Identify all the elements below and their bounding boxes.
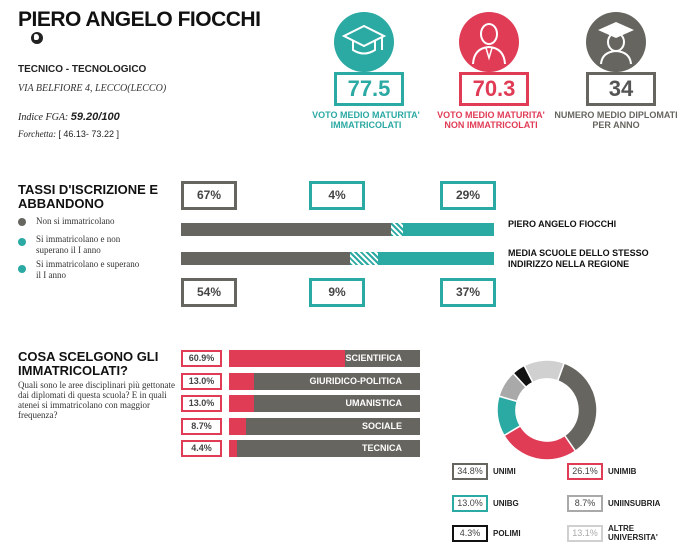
school-address: VIA BELFIORE 4, LECCO(LECCO) xyxy=(18,83,167,94)
choices-title: COSA SCELGONO GLI IMMATRICOLATI? xyxy=(18,349,159,378)
globe-icon[interactable] xyxy=(31,32,43,44)
stat-voto-non-immatricolati: 70.3 xyxy=(459,72,529,106)
uni-pct: 8.7% xyxy=(567,495,603,512)
area-bar: UMANISTICA xyxy=(229,395,420,412)
region-pct-pass: 37% xyxy=(440,278,496,307)
legend-dot-dropout xyxy=(18,238,26,246)
school-bar-label: PIERO ANGELO FIOCCHI xyxy=(508,219,617,229)
school-pct-pass: 29% xyxy=(440,181,496,210)
legend-dot-pass xyxy=(18,265,26,273)
area-label: SCIENTIFICA xyxy=(345,353,402,363)
area-bar: GIURIDICO-POLITICA xyxy=(229,372,420,390)
school-bar-segment-not-enrolled xyxy=(181,223,391,236)
area-bar: SOCIALE xyxy=(229,417,420,435)
school-pct-dropout: 4% xyxy=(309,181,365,210)
uni-pct: 34.8% xyxy=(452,463,488,480)
region-bar-segment-dropout xyxy=(350,252,379,265)
region-pct-not-enrolled: 54% xyxy=(181,278,237,307)
legend-dot-not-enrolled xyxy=(18,218,26,226)
legend-dropout: Si immatricolano e non superano il I ann… xyxy=(36,234,121,255)
uni-label: UNIINSUBRIA xyxy=(608,499,661,508)
area-bar-fill xyxy=(229,372,254,390)
area-bar-fill xyxy=(229,350,346,367)
school-bar-segment-dropout xyxy=(390,223,404,236)
donut-slice-altre-universita- xyxy=(523,359,566,384)
forchetta-value: [ 46.13- 73.22 ] xyxy=(58,129,119,139)
forchetta-label: Forchetta: xyxy=(18,129,57,139)
region-bar-label: MEDIA SCUOLE DELLO STESSO INDIRIZZO NELL… xyxy=(508,248,649,269)
uni-pct: 13.0% xyxy=(452,495,488,512)
area-pct: 13.0% xyxy=(181,372,222,390)
region-enrollment-bar xyxy=(181,252,494,265)
stat-voto-non-immatricolati-label: VOTO MEDIO MATURITA' NON IMMATRICOLATI xyxy=(437,110,545,130)
uni-pct: 4.3% xyxy=(452,525,488,542)
graduation-cap-icon xyxy=(334,12,394,72)
choices-question: Quali sono le aree disciplinari più gett… xyxy=(18,380,175,420)
area-bar-fill xyxy=(229,395,254,412)
uni-pct: 13.1% xyxy=(567,525,603,542)
area-label: GIURIDICO-POLITICA xyxy=(309,375,403,386)
uni-label: UNIMIB xyxy=(608,467,637,476)
region-bar-segment-not-enrolled xyxy=(181,252,351,265)
region-bar-segment-pass xyxy=(378,252,494,265)
school-pct-not-enrolled: 67% xyxy=(181,181,237,210)
area-bar-fill xyxy=(229,440,238,457)
area-label: TECNICA xyxy=(362,443,402,453)
school-enrollment-bar xyxy=(181,223,494,236)
stat-voto-immatricolati-label: VOTO MEDIO MATURITA' IMMATRICOLATI xyxy=(312,110,420,130)
enrollment-title: TASSI D'ISCRIZIONE E ABBANDONO xyxy=(18,182,159,211)
legend-not-enrolled: Non si immatricolano xyxy=(36,216,115,226)
graduate-person-icon xyxy=(586,12,646,72)
legend-pass: Si immatricolano e superano il I anno xyxy=(36,259,140,280)
region-pct-dropout: 9% xyxy=(309,278,365,307)
uni-pct: 26.1% xyxy=(567,463,603,480)
person-icon xyxy=(459,12,519,72)
uni-label: UNIMI xyxy=(493,467,516,476)
school-type: TECNICO - TECNOLOGICO xyxy=(18,64,147,75)
stat-voto-immatricolati: 77.5 xyxy=(334,72,404,106)
area-label: UMANISTICA xyxy=(345,398,403,408)
area-bar-fill xyxy=(229,417,246,435)
area-label: SOCIALE xyxy=(361,420,402,431)
fga-index: Indice FGA: 59.20/100 xyxy=(18,111,120,123)
uni-label: UNIBG xyxy=(493,499,519,508)
area-pct: 4.4% xyxy=(181,440,222,457)
area-pct: 8.7% xyxy=(181,417,222,435)
stat-numero-diplomati-label: NUMERO MEDIO DIPLOMATI PER ANNO xyxy=(554,110,678,130)
school-name: PIERO ANGELO FIOCCHI xyxy=(18,8,261,31)
forchetta: Forchetta: [ 46.13- 73.22 ] xyxy=(18,129,119,139)
uni-label: ALTRE UNIVERSITA' xyxy=(608,524,658,542)
fga-value: 59.20/100 xyxy=(70,111,120,123)
area-bar: TECNICA xyxy=(229,440,420,457)
donut-slice-unimib xyxy=(502,424,577,461)
area-pct: 60.9% xyxy=(181,350,222,367)
stat-numero-diplomati: 34 xyxy=(586,72,656,106)
uni-label: POLIMI xyxy=(493,529,521,538)
fga-label: Indice FGA: xyxy=(18,112,69,123)
school-bar-segment-pass xyxy=(403,223,494,236)
universities-donut-chart xyxy=(496,359,598,461)
area-bar: SCIENTIFICA xyxy=(229,350,420,367)
area-pct: 13.0% xyxy=(181,395,222,412)
